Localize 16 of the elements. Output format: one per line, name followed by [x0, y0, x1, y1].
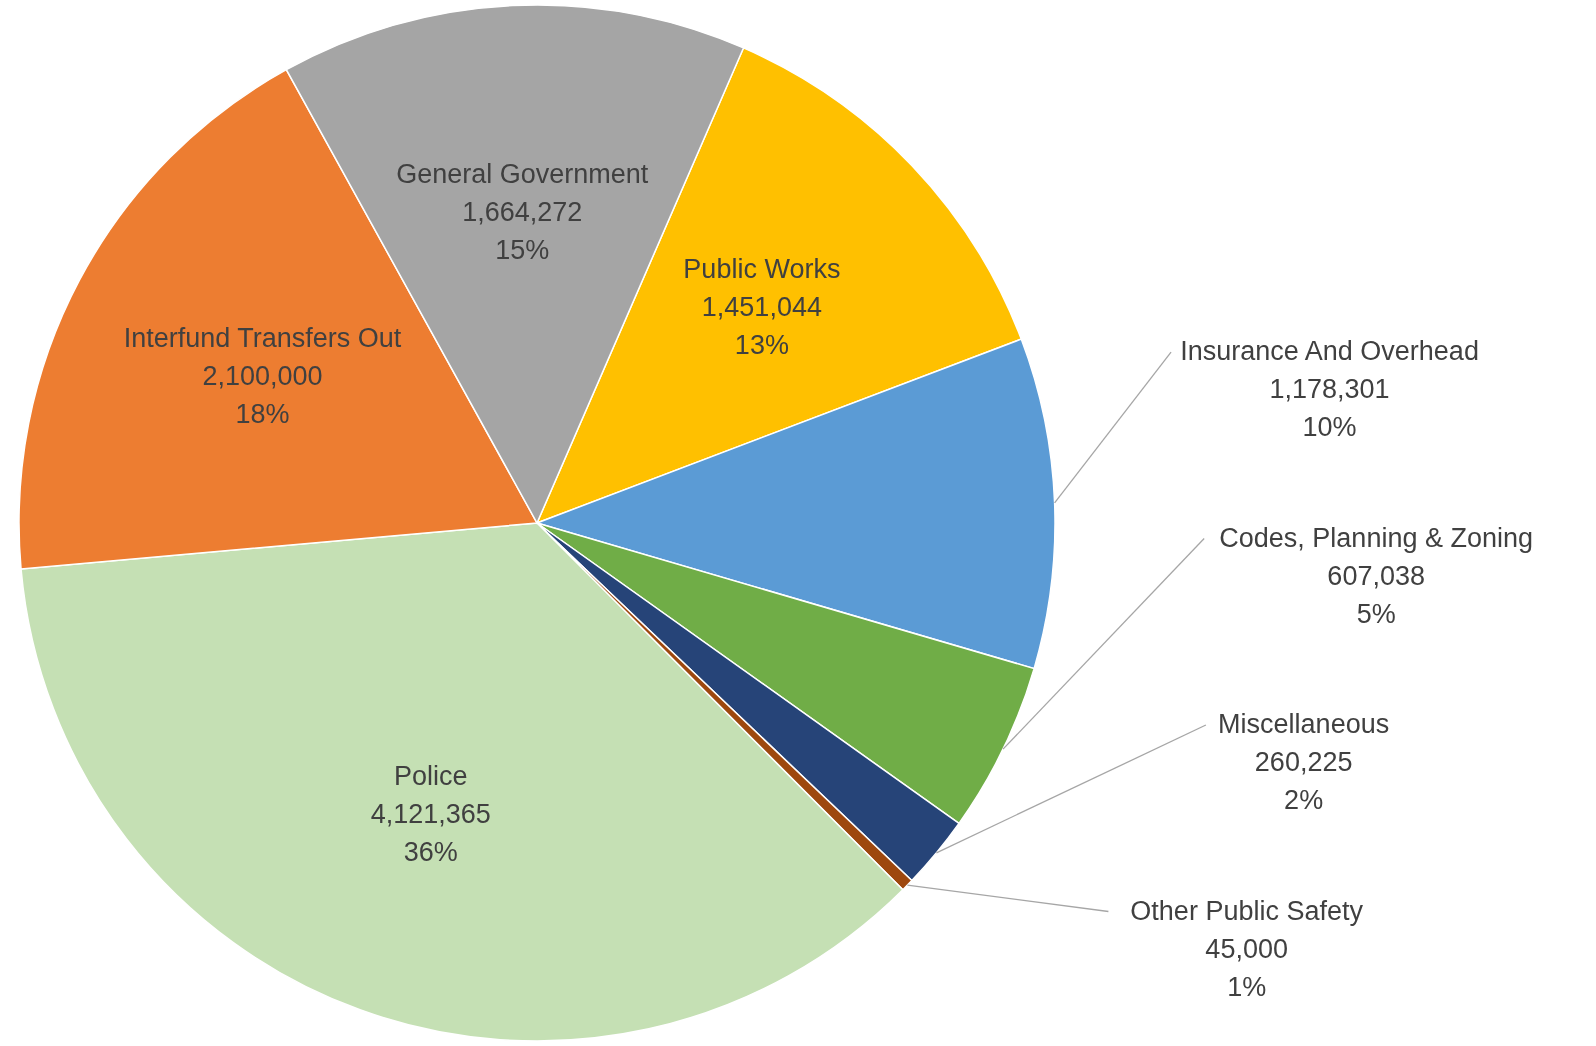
slice-label: Insurance And Overhead — [1180, 336, 1479, 367]
data-label: 4,121,365 36% — [370, 799, 491, 868]
data-label: 260,225 2% — [1254, 747, 1353, 816]
data-label: 607,038 5% — [1327, 560, 1425, 629]
data-label: 1,178,301 10% — [1269, 374, 1390, 443]
data-label: 2,100,000 18% — [202, 361, 323, 430]
slice-label: Police — [394, 761, 468, 792]
slice-label: Miscellaneous — [1218, 709, 1390, 740]
slice-label: Codes, Planning & Zoning — [1219, 522, 1534, 553]
slice-label: Other Public Safety — [1130, 895, 1364, 926]
data-label: 45,000 1% — [1205, 933, 1288, 1002]
data-label: 1,451,044 13% — [701, 292, 822, 361]
data-label: 1,664,272 15% — [462, 196, 583, 265]
slice-label: Public Works — [683, 254, 841, 285]
slice-label: General Government — [396, 158, 649, 189]
slice-label: Interfund Transfers Out — [123, 323, 402, 354]
